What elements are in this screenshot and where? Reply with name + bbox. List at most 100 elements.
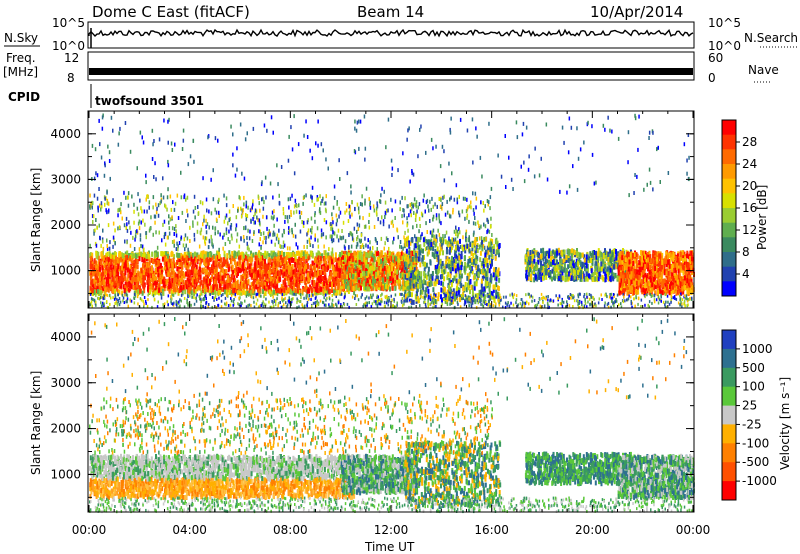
range-gate-cell [254, 261, 257, 267]
range-gate-cell [252, 252, 255, 258]
range-gate-cell [261, 283, 264, 289]
range-gate-cell [105, 259, 108, 265]
range-gate-cell [231, 256, 234, 262]
range-gate-cell [527, 251, 530, 257]
range-gate-cell [199, 281, 202, 287]
nsearch-tick-top: 10^5 [708, 16, 741, 30]
range-gate-cell [253, 270, 256, 276]
range-gate-cell [126, 255, 129, 260]
range-gate-cell [287, 264, 290, 270]
range-gate-cell [124, 284, 127, 290]
range-gate-cell [442, 281, 445, 287]
range-gate-cell [139, 288, 142, 294]
range-gate-cell [255, 284, 258, 290]
range-gate-cell [206, 257, 209, 263]
range-gate-cell [464, 255, 466, 261]
range-gate-cell [420, 271, 423, 277]
range-gate-cell [332, 282, 335, 287]
range-gate-cell [283, 284, 286, 290]
range-gate-cell [590, 268, 593, 274]
range-gate-cell [119, 283, 122, 289]
range-gate-cell [328, 255, 331, 261]
range-gate-cell [163, 251, 166, 257]
range-gate-cell [250, 250, 252, 256]
range-gate-cell [595, 250, 597, 256]
range-gate-cell [280, 250, 283, 256]
range-gate-cell [475, 254, 478, 260]
range-gate-cell [315, 252, 318, 258]
range-gate-cell [145, 268, 148, 274]
range-gate-cell [285, 256, 288, 262]
range-gate-cell [166, 257, 169, 263]
range-gate-cell [96, 264, 99, 270]
range-gate-cell [289, 252, 292, 258]
range-gate-cell [152, 277, 155, 283]
range-gate-cell [570, 275, 573, 281]
range-gate-cell [292, 252, 295, 257]
range-gate-cell [104, 287, 107, 293]
range-gate-cell [535, 261, 538, 267]
range-gate-cell [191, 252, 194, 258]
range-gate-cell [127, 262, 129, 268]
range-gate-cell [243, 273, 246, 279]
range-gate-cell [105, 270, 108, 276]
range-gate-cell [209, 269, 212, 275]
range-gate-cell [446, 240, 449, 246]
range-gate-cell [112, 258, 115, 263]
range-gate-cell [336, 290, 339, 296]
range-gate-cell [206, 252, 209, 258]
range-gate-cell [123, 288, 126, 293]
range-gate-cell [408, 271, 411, 277]
range-gate-cell [250, 258, 252, 264]
range-gate-cell [465, 237, 468, 243]
range-gate-cell [190, 282, 193, 288]
range-gate-cell [220, 267, 223, 273]
range-gate-cell [550, 255, 553, 261]
range-gate-cell [222, 261, 225, 267]
range-gate-cell [369, 265, 372, 271]
range-gate-cell [468, 265, 471, 270]
range-gate-cell [208, 271, 211, 277]
range-gate-cell [559, 265, 562, 271]
range-gate-cell [305, 264, 307, 270]
range-gate-cell [194, 261, 197, 267]
range-gate-cell [409, 280, 412, 286]
range-gate-cell [339, 289, 341, 295]
range-gate-cell [159, 287, 162, 293]
range-gate-cell [256, 255, 259, 261]
range-gate-cell [389, 286, 391, 292]
range-gate-cell [460, 265, 463, 270]
range-gate-cell [115, 260, 118, 266]
range-gate-cell [592, 272, 595, 277]
range-gate-cell [181, 256, 184, 262]
range-gate-cell [288, 276, 291, 282]
range-gate-cell [192, 261, 195, 267]
range-gate-cell [92, 285, 95, 291]
range-gate-cell [154, 290, 156, 296]
range-gate-cell [105, 276, 108, 282]
range-gate-cell [487, 250, 490, 256]
range-gate-cell [167, 278, 170, 284]
range-gate-cell [157, 260, 160, 266]
range-gate-cell [570, 268, 573, 274]
range-gate-cell [235, 281, 238, 287]
range-gate-cell [567, 258, 570, 263]
range-gate-cell [476, 293, 479, 298]
range-gate-cell [284, 282, 287, 288]
range-gate-cell [257, 279, 260, 285]
range-gate-cell [432, 287, 435, 293]
range-gate-cell [392, 278, 394, 284]
range-gate-cell [117, 277, 120, 283]
range-gate-cell [573, 250, 576, 256]
range-gate-cell [238, 268, 241, 273]
range-gate-cell [163, 255, 166, 261]
range-gate-cell [141, 257, 144, 263]
range-gate-cell [470, 284, 473, 290]
range-gate-cell [299, 261, 302, 267]
range-gate-cell [284, 258, 286, 264]
range-gate-cell [265, 253, 268, 259]
range-gate-cell [120, 257, 123, 263]
range-gate-cell [176, 266, 179, 272]
range-gate-cell [237, 250, 240, 256]
range-gate-cell [90, 279, 93, 285]
